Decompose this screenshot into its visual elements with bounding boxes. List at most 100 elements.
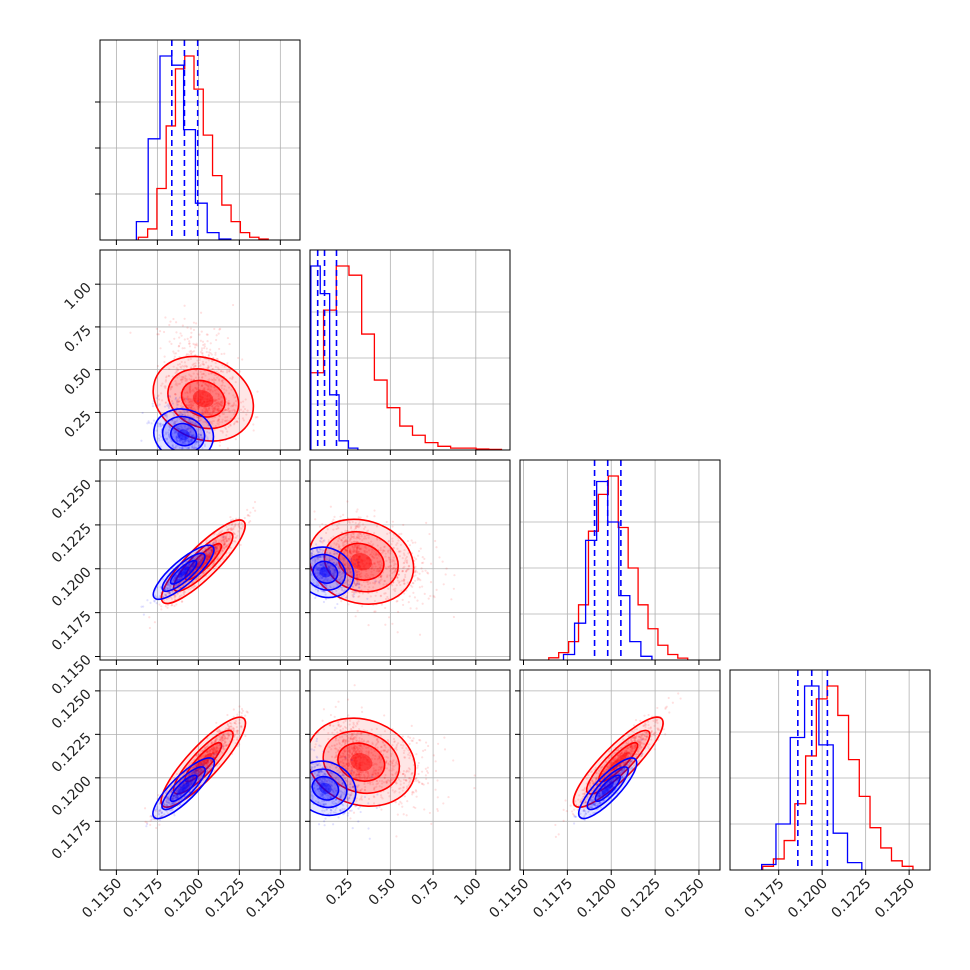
scatter-point	[215, 541, 218, 544]
scatter-point	[189, 406, 193, 409]
scatter-point	[402, 523, 405, 527]
scatter-point	[240, 711, 243, 715]
scatter-point	[209, 397, 212, 400]
scatter-point	[205, 409, 208, 412]
scatter-point	[334, 552, 337, 555]
scatter-point	[205, 347, 208, 350]
scatter-point	[190, 438, 193, 441]
scatter-point	[180, 411, 183, 414]
scatter-point	[418, 586, 421, 589]
scatter-point	[208, 412, 212, 415]
scatter-point	[188, 345, 192, 348]
scatter-point	[335, 563, 339, 566]
scatter-point	[321, 565, 325, 568]
scatter-point	[345, 581, 348, 584]
scatter-point	[175, 431, 178, 434]
scatter-point	[197, 562, 200, 565]
scatter-point	[357, 551, 360, 554]
scatter-point	[187, 358, 190, 361]
scatter-point	[210, 378, 213, 381]
scatter-point	[209, 548, 213, 551]
scatter-point	[239, 543, 242, 547]
scatter-point	[234, 420, 237, 423]
scatter-point	[355, 548, 358, 551]
scatter-point	[427, 597, 430, 600]
scatter-point	[234, 438, 237, 441]
scatter-point	[225, 544, 228, 548]
scatter-point	[211, 548, 214, 551]
scatter-point	[200, 405, 204, 408]
scatter-point	[357, 532, 360, 535]
scatter-point	[233, 539, 236, 543]
scatter-point	[391, 525, 394, 528]
scatter-point	[196, 555, 199, 559]
scatter-point	[205, 555, 208, 558]
scatter-point	[383, 592, 386, 595]
scatter-point	[354, 526, 358, 530]
scatter-point	[320, 590, 324, 593]
scatter-point	[179, 570, 182, 573]
scatter-point	[233, 413, 236, 416]
scatter-point	[329, 586, 333, 589]
scatter-point	[200, 373, 203, 376]
scatter-point	[194, 364, 197, 368]
scatter-point	[165, 597, 168, 601]
scatter-point	[151, 402, 154, 405]
scatter-point	[191, 447, 194, 450]
scatter-point	[207, 398, 210, 401]
scatter-point	[323, 565, 326, 568]
scatter-point	[415, 607, 418, 610]
scatter-point	[227, 402, 230, 405]
scatter-point	[397, 581, 400, 584]
scatter-point	[217, 539, 221, 542]
scatter-point	[356, 560, 359, 563]
scatter-point	[185, 379, 188, 382]
scatter-point	[177, 435, 181, 438]
scatter-point	[187, 440, 191, 443]
scatter-point	[188, 388, 191, 391]
scatter-point	[329, 574, 332, 577]
scatter-point	[360, 569, 363, 572]
scatter-point	[221, 550, 224, 553]
scatter-point	[235, 420, 238, 423]
scatter-point	[207, 555, 211, 558]
scatter-point	[215, 545, 219, 548]
scatter-point	[186, 326, 189, 329]
scatter-point	[208, 402, 211, 405]
scatter-point	[354, 589, 357, 592]
scatter-point	[173, 355, 176, 358]
scatter-point	[217, 409, 220, 413]
scatter-point	[317, 558, 320, 561]
scatter-point	[191, 399, 194, 403]
scatter-point	[207, 548, 210, 551]
scatter-point	[184, 435, 188, 439]
scatter-point	[190, 557, 193, 560]
density-fill-blue	[170, 423, 197, 446]
scatter-point	[204, 391, 208, 394]
scatter-point	[349, 552, 352, 555]
scatter-point	[169, 388, 172, 391]
scatter-point	[180, 375, 183, 379]
scatter-point	[213, 546, 217, 549]
scatter-point	[353, 582, 356, 585]
scatter-point	[213, 378, 216, 382]
scatter-point	[343, 563, 346, 567]
scatter-point	[186, 566, 189, 569]
scatter-point	[218, 347, 221, 351]
scatter-point	[244, 714, 247, 717]
scatter-point	[176, 376, 179, 379]
scatter-point	[229, 423, 232, 426]
scatter-point	[223, 537, 226, 540]
scatter-point	[178, 576, 181, 579]
scatter-point	[177, 574, 180, 577]
scatter-point	[368, 586, 371, 589]
scatter-point	[181, 573, 184, 576]
scatter-point	[221, 541, 224, 544]
scatter-point	[174, 352, 178, 355]
scatter-point	[194, 573, 197, 576]
scatter-point	[187, 563, 190, 567]
scatter-point	[355, 547, 359, 550]
scatter-point	[428, 532, 431, 536]
scatter-point	[366, 556, 369, 560]
scatter-point	[178, 362, 182, 366]
